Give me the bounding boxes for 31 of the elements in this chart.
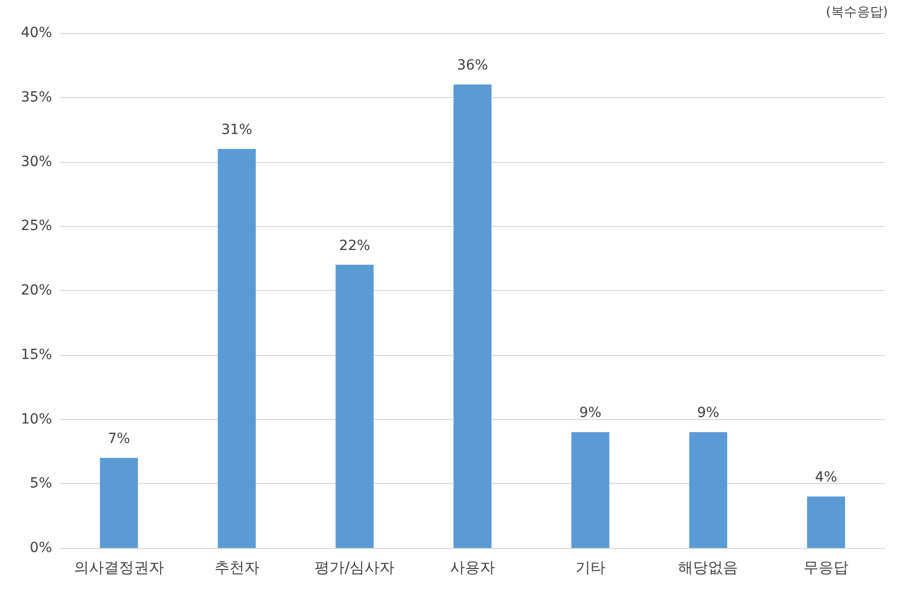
bar (100, 458, 138, 548)
data-label: 9% (579, 405, 602, 422)
x-tick-label: 해당없음 (678, 558, 738, 576)
data-label: 31% (221, 122, 252, 138)
y-tick-label: 0% (30, 540, 52, 556)
data-label: 7% (108, 430, 130, 447)
bar (336, 264, 374, 548)
y-tick-label: 35% (20, 89, 52, 106)
bar (454, 84, 492, 548)
data-label: 9% (697, 405, 720, 422)
bar (218, 148, 256, 548)
y-tick-label: 5% (30, 476, 52, 492)
bar (807, 496, 846, 548)
text: (복수응답) (826, 5, 888, 20)
x-tick-label: 기타 (575, 558, 606, 576)
y-tick-label: 20% (20, 282, 52, 298)
x-tick-label: 평가/심사자 (314, 558, 395, 576)
y-tick-label: 30% (20, 154, 52, 170)
y-tick-label: 40% (20, 25, 52, 41)
data-label: 36% (456, 58, 488, 74)
y-tick-label: 10% (20, 411, 52, 428)
bar (571, 432, 610, 548)
x-tick-label: 추천자 (214, 558, 260, 576)
data-label: 4% (814, 470, 838, 486)
x-tick-label: 무응답 (804, 558, 849, 576)
y-tick-label: 25% (20, 218, 52, 234)
x-tick-label: 의사결정권자 (74, 558, 164, 576)
x-tick-label: 사용자 (450, 558, 495, 576)
data-label: 22% (339, 238, 370, 254)
y-tick-label: 15% (20, 346, 52, 363)
bar (689, 432, 728, 548)
